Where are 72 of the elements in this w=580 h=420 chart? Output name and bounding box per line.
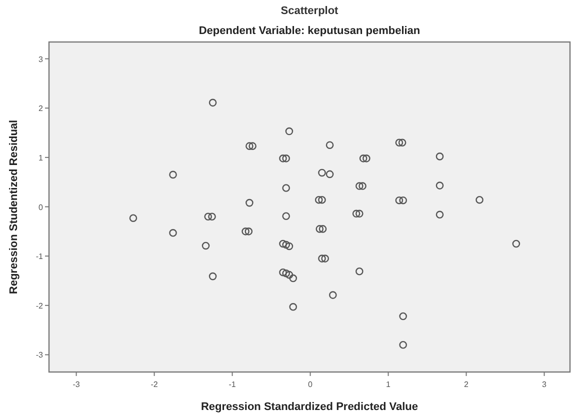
x-tick-label: -2 <box>150 380 158 389</box>
point <box>202 242 210 250</box>
point <box>436 152 444 160</box>
point <box>246 198 254 207</box>
point <box>285 242 294 250</box>
point <box>246 142 254 150</box>
point <box>399 340 407 349</box>
y-tick-label: -2 <box>36 301 44 310</box>
point <box>282 154 290 162</box>
point <box>129 214 138 222</box>
x-tick-label: 0 <box>308 380 314 389</box>
point <box>282 269 290 278</box>
point <box>314 196 323 204</box>
chart-title: Scatterplot <box>280 5 339 17</box>
point <box>169 229 177 237</box>
point <box>326 141 334 149</box>
x-tick-label: 1 <box>386 380 392 389</box>
point <box>356 210 364 218</box>
point <box>436 210 444 219</box>
y-tick-label: 0 <box>38 202 44 212</box>
y-tick-label: -1 <box>36 252 44 262</box>
point <box>289 274 298 282</box>
point <box>208 98 217 107</box>
y-tick-label: 3 <box>38 54 44 64</box>
x-tick-label: 2 <box>464 380 470 389</box>
point <box>208 272 217 280</box>
point <box>318 196 326 204</box>
point <box>326 170 334 178</box>
point <box>358 182 366 190</box>
y-tick-label: 2 <box>38 104 44 114</box>
x-tick-label: -1 <box>228 380 236 389</box>
point <box>362 154 370 162</box>
chart-subtitle: Dependent Variable: keputusan pembelian <box>198 25 420 37</box>
y-axis-title: Regression Studentized Residual <box>8 120 20 294</box>
point <box>242 228 250 236</box>
point <box>318 168 326 177</box>
point <box>316 225 324 233</box>
point <box>356 267 364 276</box>
point <box>282 240 290 249</box>
point <box>204 212 212 221</box>
point <box>399 312 407 320</box>
y-tick-label: -3 <box>36 350 44 360</box>
x-tick-label: -3 <box>72 380 80 389</box>
point <box>318 254 326 262</box>
x-axis-title: Regression Standardized Predicted Value <box>200 401 418 413</box>
point <box>169 170 177 179</box>
point <box>321 254 329 262</box>
point <box>282 184 290 192</box>
point <box>395 138 404 147</box>
point <box>282 212 290 220</box>
point <box>289 302 298 311</box>
point <box>399 196 407 204</box>
point <box>285 127 294 136</box>
point <box>398 138 406 147</box>
point <box>248 142 256 150</box>
point <box>208 212 216 221</box>
point <box>395 196 404 204</box>
point <box>352 210 360 218</box>
point <box>436 182 444 190</box>
point <box>329 291 337 299</box>
point <box>356 182 364 190</box>
point <box>285 270 294 279</box>
point <box>359 154 368 162</box>
point <box>279 240 287 248</box>
point <box>512 240 520 248</box>
y-tick-label: 1 <box>38 153 44 162</box>
x-tick-label: 3 <box>542 380 548 389</box>
point <box>318 225 327 233</box>
point <box>279 268 287 276</box>
point <box>244 228 253 236</box>
point <box>279 154 287 162</box>
point <box>476 196 484 204</box>
